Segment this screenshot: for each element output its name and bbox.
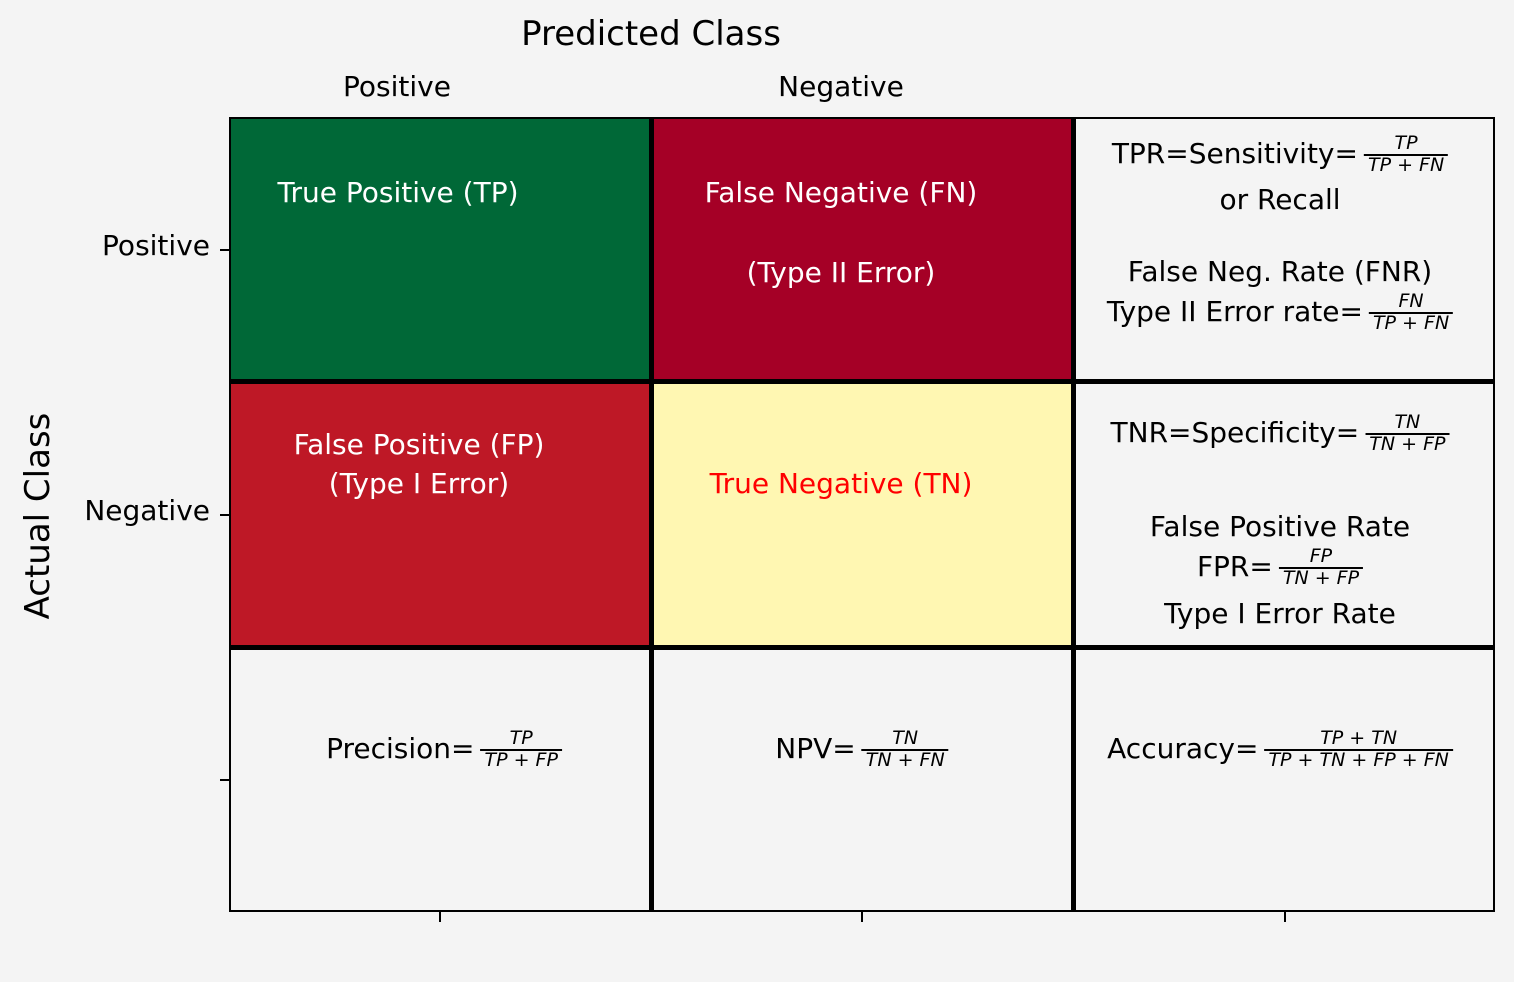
grid-line bbox=[649, 117, 654, 912]
tnr-label: TNR=Specificity= bbox=[1110, 415, 1360, 449]
y-tick bbox=[220, 249, 230, 251]
fnr-label: Type II Error rate= bbox=[1106, 294, 1363, 328]
grid-line bbox=[229, 379, 1495, 384]
tnr-formula: TNR=Specificity= TN TN + FP bbox=[1110, 411, 1450, 455]
fpr-fraction: FP TN + FP bbox=[1278, 545, 1364, 589]
cell-false-positive bbox=[231, 382, 652, 647]
fpr-numerator: FP bbox=[1309, 545, 1333, 567]
fp-text: False Positive (FP) bbox=[293, 428, 545, 461]
tpr-denominator: TP + FN bbox=[1363, 153, 1449, 176]
tpr-numerator: TP bbox=[1394, 132, 1418, 154]
x-tick bbox=[1284, 912, 1286, 922]
grid-line bbox=[1071, 117, 1076, 912]
type-i-error-rate-text: Type I Error Rate bbox=[1164, 597, 1396, 630]
fnr-denominator: TP + FN bbox=[1368, 311, 1454, 334]
chart-title: Predicted Class bbox=[521, 14, 781, 54]
fpr-denominator: TN + FP bbox=[1278, 566, 1364, 589]
grid-line bbox=[229, 645, 1495, 650]
tpr-label: TPR=Sensitivity= bbox=[1111, 136, 1358, 170]
precision-formula: Precision= TP TP + FP bbox=[326, 727, 562, 771]
tp-text: True Positive (TP) bbox=[277, 176, 519, 209]
accuracy-label: Accuracy= bbox=[1107, 731, 1259, 765]
confusion-matrix-grid bbox=[229, 117, 1495, 912]
precision-fraction: TP TP + FP bbox=[480, 727, 562, 771]
accuracy-formula: Accuracy= TP + TN TP + TN + FP + FN bbox=[1107, 727, 1453, 771]
cell-false-negative bbox=[652, 119, 1073, 382]
recall-text: or Recall bbox=[1219, 183, 1341, 216]
cell-true-positive bbox=[231, 119, 652, 382]
accuracy-numerator: TP + TN bbox=[1320, 727, 1398, 749]
precision-numerator: TP bbox=[509, 727, 533, 749]
row-label-negative: Negative bbox=[84, 494, 210, 527]
tpr-formula: TPR=Sensitivity= TP TP + FN bbox=[1111, 132, 1449, 176]
tn-text: True Negative (TN) bbox=[709, 467, 973, 500]
fp-subtext: (Type I Error) bbox=[328, 467, 510, 500]
npv-formula: NPV= TN TN + FN bbox=[775, 727, 949, 771]
fpr-title: False Positive Rate bbox=[1149, 510, 1411, 543]
npv-denominator: TN + FN bbox=[861, 748, 949, 771]
tnr-fraction: TN TN + FP bbox=[1365, 411, 1450, 455]
fpr-label: FPR= bbox=[1196, 549, 1273, 583]
fnr-numerator: FN bbox=[1398, 290, 1424, 312]
npv-label: NPV= bbox=[775, 731, 856, 765]
fn-text: False Negative (FN) bbox=[704, 176, 978, 209]
row-label-positive: Positive bbox=[102, 229, 210, 262]
cell-true-negative bbox=[652, 382, 1073, 647]
fnr-fraction: FN TP + FN bbox=[1368, 290, 1454, 334]
accuracy-denominator: TP + TN + FP + FN bbox=[1264, 748, 1453, 771]
fn-subtext: (Type II Error) bbox=[746, 256, 936, 289]
fnr-title: False Neg. Rate (FNR) bbox=[1127, 255, 1433, 288]
precision-denominator: TP + FP bbox=[480, 748, 562, 771]
fnr-formula: Type II Error rate= FN TP + FN bbox=[1106, 290, 1454, 334]
y-tick bbox=[220, 514, 230, 516]
tpr-fraction: TP TP + FN bbox=[1363, 132, 1449, 176]
x-tick bbox=[861, 912, 863, 922]
precision-label: Precision= bbox=[326, 731, 475, 765]
x-tick bbox=[439, 912, 441, 922]
fpr-formula: FPR= FP TN + FP bbox=[1196, 545, 1364, 589]
tnr-denominator: TN + FP bbox=[1365, 432, 1450, 455]
tnr-numerator: TN bbox=[1394, 411, 1421, 433]
accuracy-fraction: TP + TN TP + TN + FP + FN bbox=[1264, 727, 1453, 771]
column-label-positive: Positive bbox=[343, 70, 451, 103]
y-tick bbox=[220, 779, 230, 781]
npv-numerator: TN bbox=[892, 727, 919, 749]
column-label-negative: Negative bbox=[778, 70, 904, 103]
npv-fraction: TN TN + FN bbox=[861, 727, 949, 771]
